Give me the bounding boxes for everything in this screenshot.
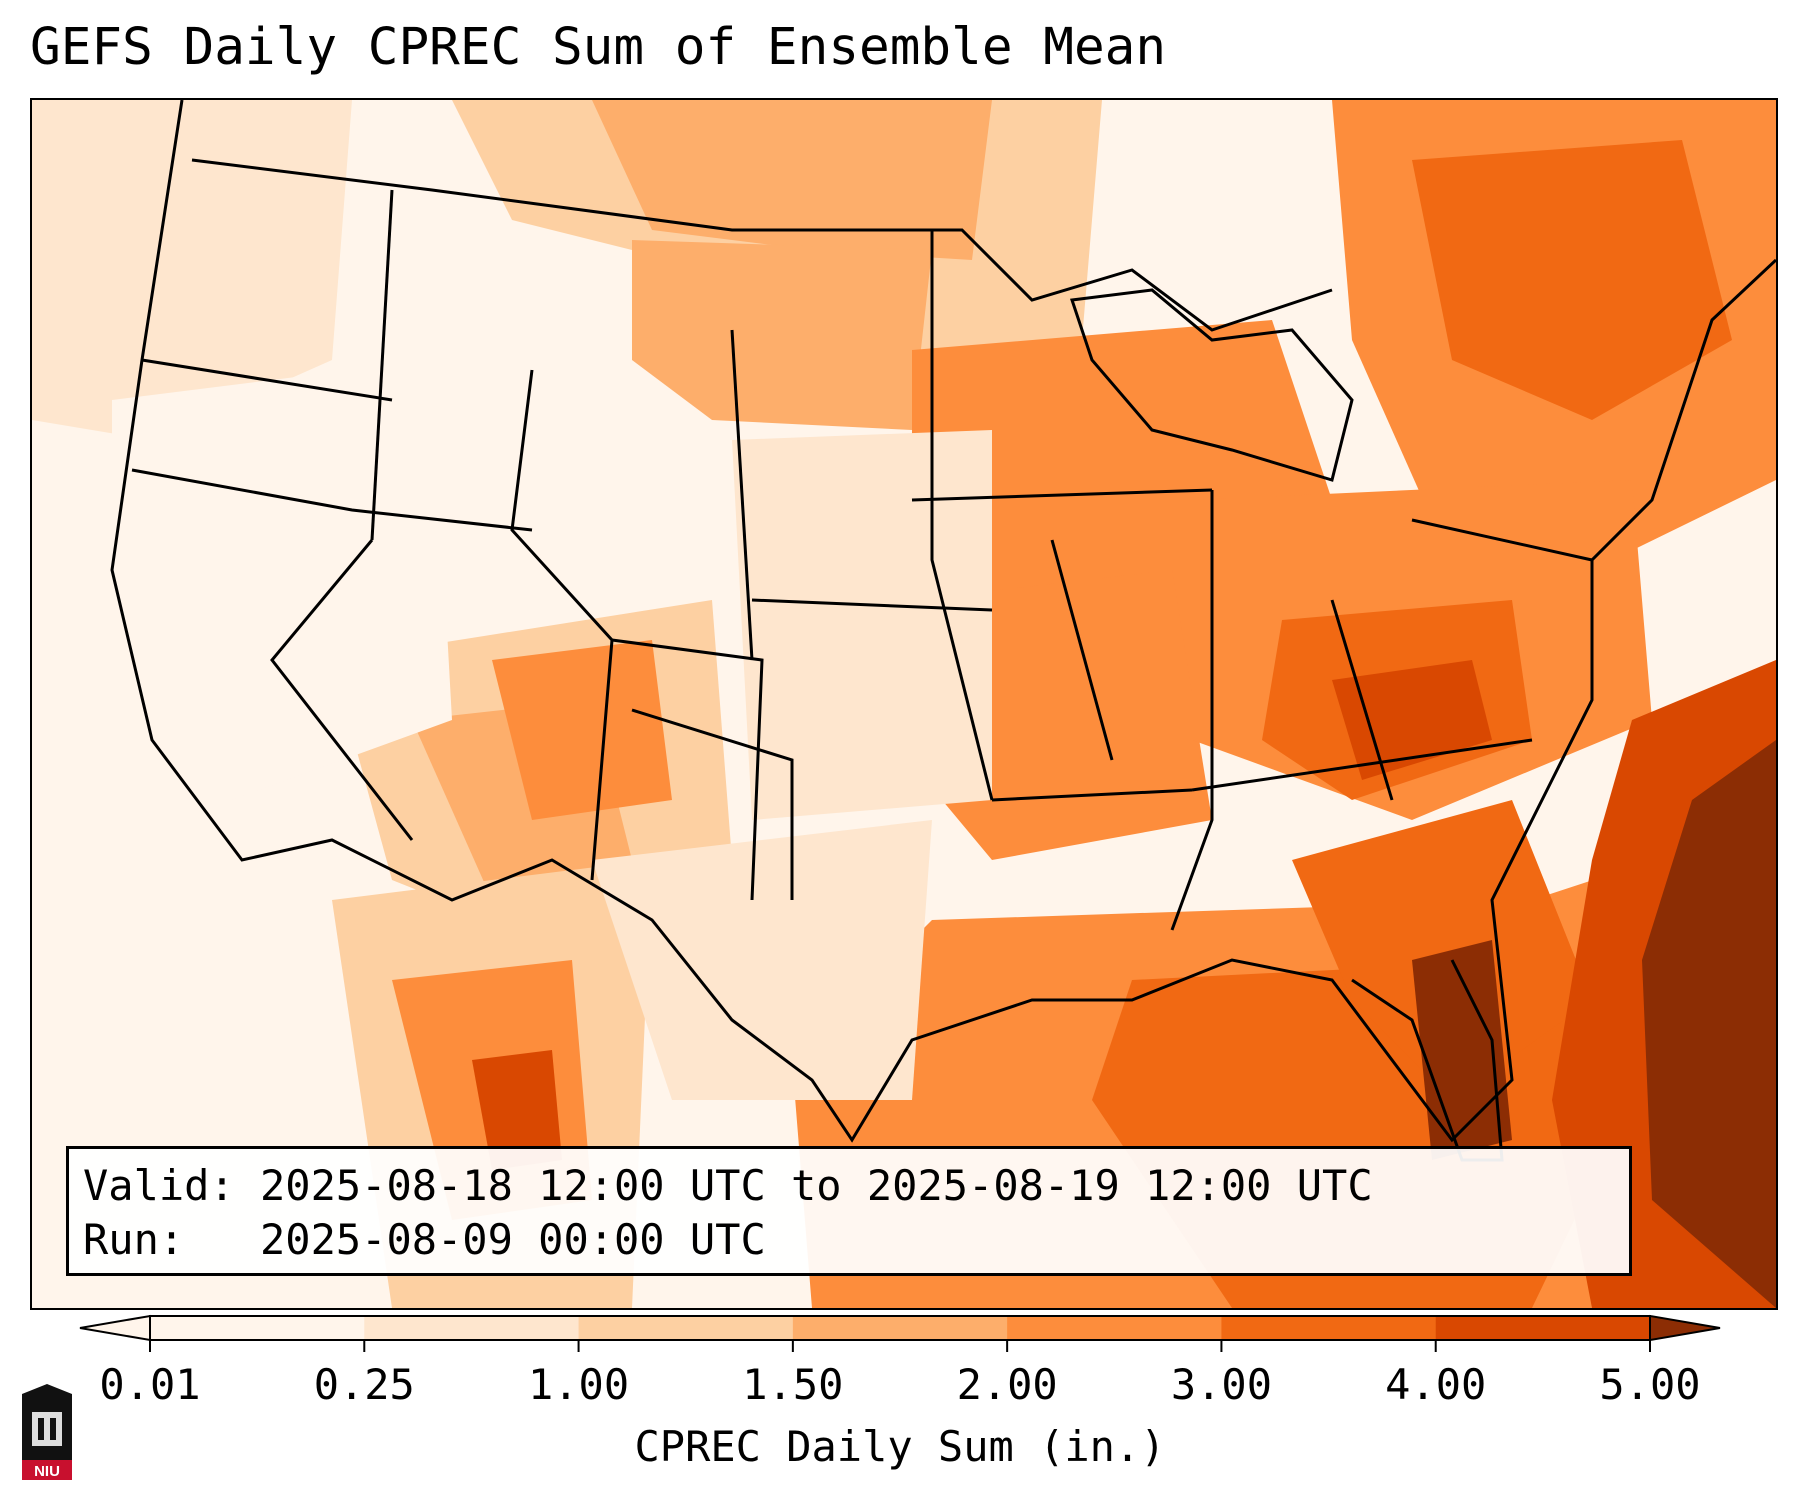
map-boundaries [110, 100, 1776, 1162]
map-panel [30, 98, 1778, 1310]
colorbar-segment [1007, 1316, 1222, 1340]
precip-map [32, 100, 1776, 1308]
colorbar-label: CPREC Daily Sum (in.) [634, 1422, 1166, 1471]
colorbar-tick-label: 0.25 [313, 1360, 415, 1409]
colorbar-segment [150, 1316, 365, 1340]
colorbar-ticks [149, 1340, 1651, 1352]
colorbar-extend-low [79, 1314, 151, 1342]
colorbar-tick-label: 1.00 [527, 1360, 630, 1409]
colorbar [79, 1314, 1721, 1352]
valid-label: Valid: [83, 1161, 235, 1210]
run-label: Run: [83, 1215, 185, 1264]
map-title: GEFS Daily CPREC Sum of Ensemble Mean [30, 18, 1167, 77]
colorbar-segment [1221, 1316, 1437, 1340]
precip-shading [32, 100, 1776, 1308]
colorbar-tick-label: 3.00 [1170, 1360, 1272, 1409]
colorbar-tick-label: 5.00 [1599, 1360, 1701, 1409]
colorbar-tick-label: 4.00 [1385, 1360, 1487, 1409]
valid-line: Valid: 2025-08-18 12:00 UTC to 2025-08-1… [83, 1159, 1615, 1213]
valid-run-info-box: Valid: 2025-08-18 12:00 UTC to 2025-08-1… [66, 1146, 1632, 1276]
colorbar-border [149, 1315, 1651, 1341]
colorbar-tick-label: 2.00 [956, 1360, 1058, 1409]
colorbar-extend-high [1649, 1314, 1721, 1342]
niu-logo: NIU [22, 1384, 72, 1480]
run-value: 2025-08-09 00:00 UTC [260, 1215, 766, 1264]
colorbar-segment [578, 1316, 794, 1340]
run-line: Run: 2025-08-09 00:00 UTC [83, 1213, 1615, 1267]
colorbar-tick-label: 0.01 [99, 1360, 201, 1409]
colorbar-segment [1435, 1316, 1651, 1340]
valid-value: 2025-08-18 12:00 UTC to 2025-08-19 12:00… [260, 1161, 1373, 1210]
logo-text: NIU [34, 1463, 60, 1480]
colorbar-tick-label: 1.50 [742, 1360, 844, 1409]
colorbar-segment [364, 1316, 580, 1340]
colorbar-segments [79, 1314, 1721, 1342]
logo-accent-bar [22, 1460, 72, 1480]
colorbar-segment [792, 1316, 1008, 1340]
